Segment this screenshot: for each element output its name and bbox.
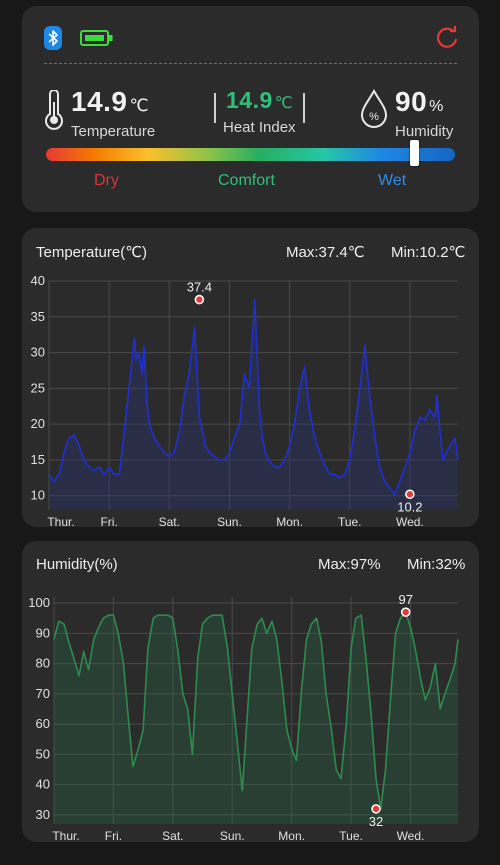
x-tick-label: Thur. xyxy=(52,829,79,842)
y-tick-label: 100 xyxy=(28,595,50,610)
x-tick-label: Wed. xyxy=(397,829,425,842)
x-tick-label: Sun. xyxy=(217,515,242,527)
temperature-value: 14.9 ℃ xyxy=(71,86,150,117)
comfort-label: Comfort xyxy=(218,172,275,189)
comfort-indicator-handle xyxy=(410,140,419,166)
y-tick-label: 40 xyxy=(31,273,45,288)
y-tick-label: 25 xyxy=(31,380,45,395)
series-line xyxy=(48,298,459,496)
temperature-min: Min:10.2℃ xyxy=(391,244,466,261)
battery-full-icon xyxy=(80,30,113,46)
humidity-chart[interactable]: 30 40 50 60 70 80 90 100 Thur. Fri. Sat. Sun. Mon. Tu… xyxy=(22,541,479,842)
humidity-min: Min:32% xyxy=(407,556,466,573)
heat-index-right-bar xyxy=(303,93,305,123)
series-area xyxy=(54,612,458,824)
summary-card: 14.9 ℃ Temperature 14.9 ℃ Heat Index % 90%… xyxy=(22,6,479,212)
y-tick-label: 40 xyxy=(36,777,50,792)
heat-index-label: Heat Index xyxy=(223,119,296,136)
y-tick-label: 80 xyxy=(36,656,50,671)
x-tick-label: Mon. xyxy=(278,829,305,842)
x-tick-label: Sun. xyxy=(220,829,245,842)
y-tick-label: 90 xyxy=(36,625,50,640)
humidity-chart-title: Humidity(%) xyxy=(36,556,118,573)
y-tick-label: 60 xyxy=(36,716,50,731)
x-tick-label: Mon. xyxy=(276,515,303,527)
x-tick-label: Tue. xyxy=(338,515,362,527)
y-tick-label: 35 xyxy=(31,309,45,324)
refresh-icon[interactable] xyxy=(435,26,459,50)
temperature-max: Max:37.4℃ xyxy=(286,244,365,261)
humidity-label: Humidity xyxy=(395,123,454,140)
annotation-label: 37.4 xyxy=(187,280,212,295)
drop-icon-text: % xyxy=(369,111,379,123)
heat-index-left-bar xyxy=(214,93,216,123)
y-tick-label: 30 xyxy=(36,807,50,822)
humidity-value: 90% xyxy=(395,86,444,117)
annotation-label: 32 xyxy=(369,814,383,829)
annotation-marker xyxy=(400,607,411,617)
series-line xyxy=(53,611,459,810)
x-tick-label: Thur. xyxy=(47,515,74,527)
y-tick-label: 70 xyxy=(36,686,50,701)
y-tick-label: 30 xyxy=(31,345,45,360)
heat-index-value: 14.9 ℃ xyxy=(226,87,294,113)
temperature-label: Temperature xyxy=(71,123,156,140)
x-tick-label: Fri. xyxy=(105,829,122,842)
bluetooth-icon[interactable] xyxy=(44,26,62,50)
annotation-marker xyxy=(405,489,415,500)
y-tick-label: 50 xyxy=(36,746,50,761)
y-tick-label: 15 xyxy=(31,452,45,467)
temperature-chart[interactable]: 10 15 20 25 30 35 40 Thur. Fri. Sat. Sun. Mon. Tue. W… xyxy=(22,228,479,527)
temperature-chart-title: Temperature(℃) xyxy=(36,244,148,261)
x-tick-label: Sat. xyxy=(162,829,183,842)
humidity-chart-card[interactable]: Humidity(%) Max:97% Min:32% 30 40 50 60 70 80… xyxy=(22,541,479,842)
x-tick-label: Wed. xyxy=(396,515,424,527)
annotation-marker xyxy=(194,294,205,305)
humidity-drop-icon: % xyxy=(360,88,388,128)
comfort-gradient-bar xyxy=(46,148,455,161)
temperature-chart-card[interactable]: Temperature(℃) Max:37.4℃ Min:10.2℃ 10 15 2… xyxy=(22,228,479,527)
x-tick-label: Sat. xyxy=(159,515,180,527)
x-tick-label: Tue. xyxy=(339,829,363,842)
annotation-label: 10.2 xyxy=(397,499,422,514)
x-tick-label: Fri. xyxy=(100,515,117,527)
series-area xyxy=(49,299,458,510)
y-tick-label: 20 xyxy=(31,416,45,431)
annotation-label: 97 xyxy=(398,592,412,607)
divider xyxy=(44,63,457,64)
annotation-marker xyxy=(371,804,381,814)
humidity-max: Max:97% xyxy=(318,556,381,573)
dry-label: Dry xyxy=(94,172,119,189)
thermometer-icon xyxy=(45,90,63,130)
y-tick-label: 10 xyxy=(31,488,45,503)
wet-label: Wet xyxy=(378,172,407,189)
